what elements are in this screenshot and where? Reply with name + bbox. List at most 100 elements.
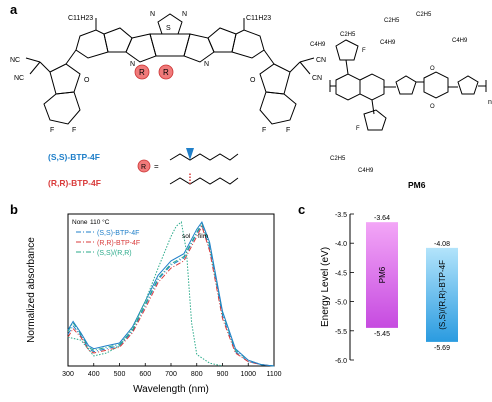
pm6-f-bottom: F [356, 126, 360, 132]
panel-label-c: c [298, 202, 306, 217]
x-tick-label: 900 [217, 371, 229, 378]
pm6-side-thiophene-top [335, 39, 359, 61]
right-fluorine-1: F [262, 127, 266, 134]
homo-value-label: -5.69 [434, 345, 450, 352]
x-tick-label: 700 [165, 371, 177, 378]
bar-name-label: (S,S)/(R,R)-BTP-4F [438, 260, 447, 330]
left-carbonyl-o: O [84, 77, 90, 84]
energy-bar-1 [366, 222, 398, 328]
energy-bar-2 [426, 247, 458, 342]
temperature-annotation: 110 °C [90, 218, 110, 226]
right-pyrrole-n: N [204, 61, 209, 68]
energy-bars: -3.64 -5.45 PM6 -4.08 -5.69 (S,S)/(R,R)-BTP-4… [366, 215, 458, 352]
y-tick-label: -5.0 [335, 300, 347, 307]
pm6-structure [329, 39, 487, 131]
core-benzene-ring [149, 33, 191, 57]
series-line-5 [67, 221, 223, 367]
y-tick-label: -4.5 [335, 270, 347, 277]
pm6-side-thiophene-bottom [363, 109, 387, 131]
thiadiazole-n-right: N [182, 11, 187, 18]
right-fluorine-2: F [286, 127, 290, 134]
pm6-f-top: F [362, 48, 366, 54]
series-line-2 [67, 224, 275, 367]
y-tick-label: -4.0 [335, 241, 347, 248]
thiadiazole-ring [157, 13, 183, 35]
x-tick-label: 300 [62, 371, 74, 378]
series-line-1 [67, 223, 275, 367]
pm6-thiophene-2 [457, 75, 479, 95]
left-pyrrole-n: N [130, 61, 135, 68]
r-group-legend-text: R [141, 164, 146, 171]
x-axis-label: Wavelength (nm) [133, 384, 209, 395]
x-tick-label: 800 [191, 371, 203, 378]
right-alkyl-chain-label: C11H23 [246, 15, 271, 22]
y-axis-label: Energy Level (eV) [320, 247, 331, 327]
pm6-c4h9-bottom: C4H9 [358, 168, 374, 174]
left-indanone-ring [49, 63, 81, 95]
rr-alkyl-chain [169, 177, 239, 185]
r-group-text-right: R [163, 68, 169, 77]
none-annotation: None [72, 219, 88, 226]
legend: (S,S)-BTP-4F (R,R)-BTP-4F (S,S)/(R,R) [76, 230, 140, 257]
left-fluorine-2: F [72, 127, 76, 134]
pm6-c4h9-right2: C4H9 [452, 38, 468, 44]
rr-btp-4f-label: (R,R)-BTP-4F [48, 178, 101, 188]
ss-alkyl-chain [169, 153, 239, 161]
x-tick-label: 500 [114, 371, 126, 378]
legend-entry-label: (S,S)-BTP-4F [97, 230, 139, 237]
pm6-c2h5-right1: C2H5 [384, 18, 400, 24]
r-group-text-left: R [139, 68, 145, 77]
right-difluorobenzene-ring [259, 91, 297, 125]
x-tick-label: 1000 [240, 371, 256, 378]
pm6-bdt-ring-left [335, 73, 361, 101]
right-indanone-ring [259, 63, 291, 95]
left-difluorobenzene-ring [43, 91, 81, 125]
pm6-bdd-ring [423, 71, 449, 99]
chemical-structures: S N N C11H23 C11H23 N N NC NC CN CN O O … [10, 11, 492, 190]
right-cn-bottom: CN [312, 75, 322, 82]
pm6-bdt-ring-center [359, 73, 385, 101]
pm6-c4h9-top: C4H9 [310, 42, 326, 48]
pm6-label: PM6 [408, 180, 426, 190]
right-pyrrole-ring [183, 33, 215, 63]
pm6-thiophene-1 [395, 75, 417, 95]
y-tick-label: -6.0 [335, 358, 347, 365]
y-axis-ticks: -3.5 -4.0 -4.5 -5.0 -5.5 -6.0 [335, 212, 354, 365]
thiadiazole-s-text: S [166, 25, 171, 32]
x-tick-label: 400 [88, 371, 100, 378]
r-group-legend-circle [137, 159, 151, 173]
left-fluorine-1: F [50, 127, 54, 134]
pm6-repeat-n: n [488, 99, 492, 106]
legend-entry-label: (S,S)/(R,R) [97, 250, 132, 257]
x-tick-label: 1100 [266, 371, 281, 378]
pm6-c2h5-top: C2H5 [340, 32, 356, 38]
lumo-value-label: -3.64 [374, 215, 390, 222]
left-thiophene-ring [103, 27, 133, 53]
y-tick-label: -5.5 [335, 329, 347, 336]
energy-level-chart: -3.5 -4.0 -4.5 -5.0 -5.5 -6.0 -3.64 -5.45 PM6 -4… [320, 212, 458, 365]
lumo-value-label: -4.08 [434, 241, 450, 248]
absorbance-chart: 300 400 500 600 700 800 900 1000 1100 Wavelength… [26, 213, 282, 395]
legend-entry-label: (R,R)-BTP-4F [97, 240, 140, 247]
r-group-circle-left [134, 64, 150, 80]
btp-4f-structure [25, 13, 315, 125]
homo-value-label: -5.45 [374, 331, 390, 338]
ss-btp-4f-label: (S,S)-BTP-4F [48, 152, 100, 162]
panel-label-a: a [10, 2, 18, 17]
thiadiazole-n-left: N [150, 11, 155, 18]
bar-name-label: PM6 [378, 266, 387, 283]
sol-annotation: sol [182, 233, 191, 240]
series-line-4 [67, 220, 275, 367]
ss-wedge-bond [186, 148, 194, 160]
left-alkyl-chain-label: C11H23 [68, 15, 93, 22]
panel-label-b: b [10, 202, 18, 217]
x-tick-label: 600 [139, 371, 151, 378]
left-cn-top: NC [10, 57, 20, 64]
series-lines [67, 220, 275, 367]
film-annotation: film [198, 233, 208, 240]
right-thiophene-ring [207, 27, 237, 53]
right-cn-top: CN [316, 57, 326, 64]
left-pyrrole-ring [125, 33, 157, 63]
pm6-c2h5-bottom: C2H5 [330, 156, 346, 162]
y-tick-label: -3.5 [335, 212, 347, 219]
